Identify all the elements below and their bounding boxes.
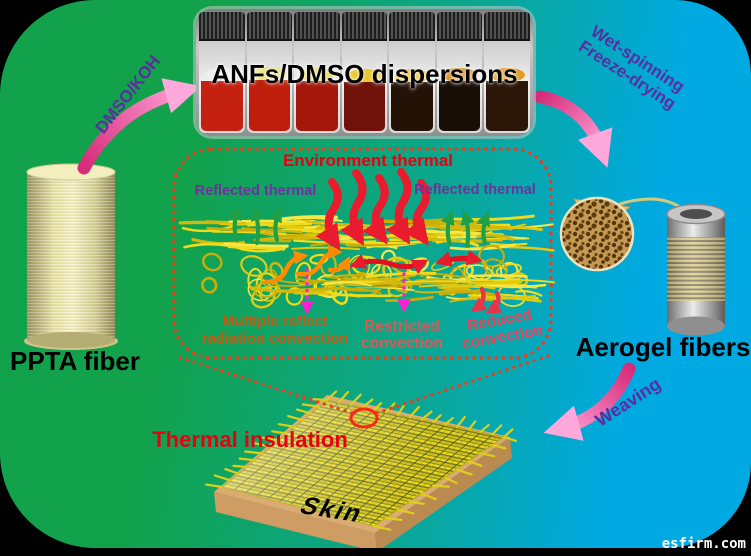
vial-liquid: [438, 81, 481, 131]
vial-row: [199, 12, 531, 133]
vial-glass: [389, 41, 435, 133]
multiple-reflect-line1: Multiple reflect: [222, 313, 328, 330]
reflected-thermal-left-label: Reflected thermal: [194, 183, 317, 199]
fabric-illustration: [205, 390, 518, 548]
vial-glass: [199, 41, 245, 133]
restricted-convection-label: Restricted convection: [342, 318, 462, 353]
vial-4: [341, 12, 388, 133]
vial-tint: [252, 67, 287, 81]
vial-glass: [484, 41, 531, 133]
vial-liquid: [343, 82, 386, 131]
dispersions-label: ANFs/DMSO dispersions: [211, 59, 518, 89]
reduced-convection-arrows-icon: [470, 286, 503, 314]
vial-liquid: [391, 82, 433, 131]
dispersion-vials-image: ANFs/DMSO dispersions: [196, 9, 533, 136]
arrow-weaving-to-fabric-icon: [543, 362, 636, 441]
vial-cap: [436, 12, 483, 41]
thermal-insulation-label: Thermal insulation: [152, 427, 348, 452]
restricted-line2: convection: [361, 335, 443, 353]
ppta-fiber-label: PPTA fiber: [9, 346, 140, 376]
vial-cap: [389, 12, 435, 41]
vial-glass: [294, 41, 340, 133]
vial-cap: [484, 12, 531, 41]
vial-glass: [436, 41, 483, 133]
restricted-line1: Restricted: [364, 318, 440, 335]
vial-5: [389, 12, 435, 133]
vial-liquid: [201, 81, 243, 131]
vial-liquid: [296, 81, 338, 131]
multiple-reflect-label: Multiple reflect radiation convection: [190, 313, 360, 348]
environment-thermal-label: Environment thermal: [282, 151, 454, 170]
vial-7: [484, 12, 531, 133]
vial-tint: [204, 68, 240, 82]
vial-cap: [341, 12, 388, 41]
vial-liquid: [486, 81, 529, 131]
mechanism-box-border: [172, 147, 553, 360]
radiation-path-arrows-icon: [300, 268, 411, 315]
vial-tint: [442, 68, 477, 82]
vial-3: [294, 12, 340, 133]
vial-glass: [341, 41, 388, 133]
vial-tint: [489, 68, 525, 82]
vial-tint: [347, 69, 382, 83]
restricted-convection-arrows-icon: [349, 249, 483, 275]
aerogel-spool-illustration: [666, 203, 726, 336]
vial-cap: [199, 12, 245, 41]
fabric-zoom-circle: [349, 407, 379, 429]
aerogel-fibers-label: Aerogel fibers: [575, 332, 751, 362]
vial-2: [246, 12, 293, 133]
ppta-spool-illustration: [24, 163, 118, 350]
multiple-reflect-line2: radiation convection: [201, 329, 349, 347]
arrow-dmso-to-dispersions-icon: [77, 78, 202, 175]
vial-1: [199, 12, 245, 133]
vial-tint: [299, 68, 335, 82]
vial-glass: [246, 41, 293, 133]
environment-heat-arrows-icon: [315, 168, 430, 251]
reflected-thermal-arrows-icon: [227, 205, 490, 249]
watermark-text: esfirm.com: [661, 536, 746, 552]
callout-lines: [176, 354, 550, 415]
reflected-thermal-right-label: Reflected thermal: [414, 182, 536, 198]
multiple-reflection-arrows-icon: [263, 244, 351, 285]
vial-liquid: [248, 80, 291, 131]
vial-6: [436, 12, 483, 133]
vial-cap: [294, 12, 340, 41]
arrow-spinning-to-aerogel-icon: [533, 90, 613, 168]
vial-tint: [394, 69, 430, 83]
vial-cap: [246, 12, 293, 41]
